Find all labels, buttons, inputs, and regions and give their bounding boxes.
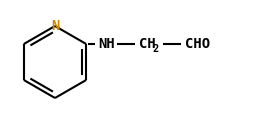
Text: CHO: CHO xyxy=(185,37,210,51)
Text: N: N xyxy=(51,19,59,33)
Text: 2: 2 xyxy=(152,44,159,54)
Text: CH: CH xyxy=(139,37,156,51)
Text: NH: NH xyxy=(98,37,115,51)
